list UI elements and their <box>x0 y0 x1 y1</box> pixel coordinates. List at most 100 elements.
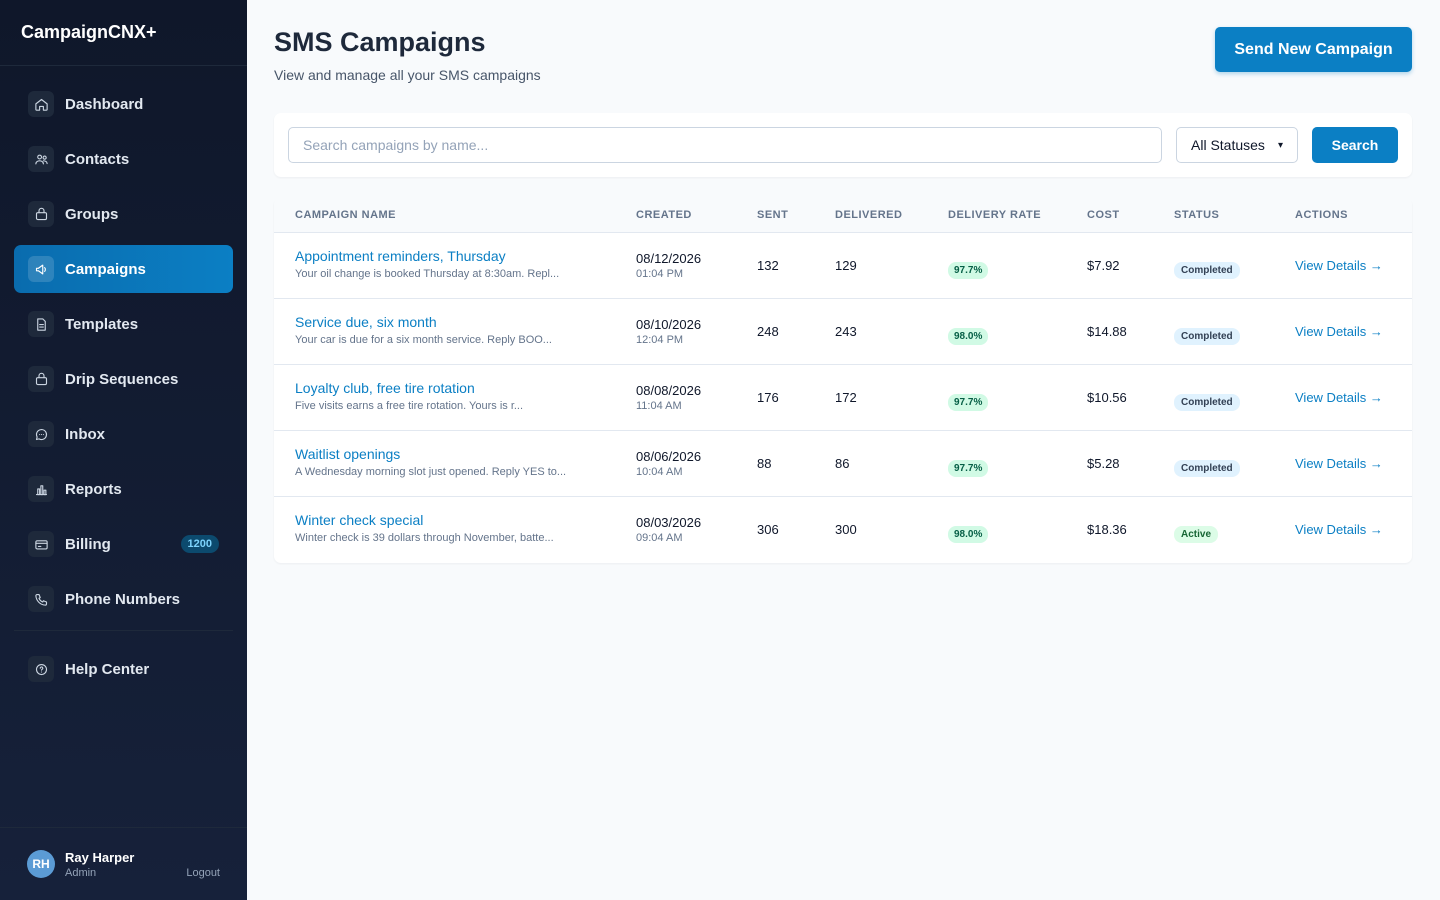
campaign-name-cell: Winter check special Winter check is 39 … <box>295 512 615 544</box>
sidebar-item-inbox[interactable]: Inbox <box>14 410 233 458</box>
status-badge: Completed <box>1174 328 1240 345</box>
main-content: SMS Campaigns View and manage all your S… <box>247 0 1440 900</box>
created-date: 08/06/2026 <box>636 449 702 464</box>
sidebar-item-campaigns[interactable]: Campaigns <box>14 245 233 293</box>
search-button[interactable]: Search <box>1312 127 1398 163</box>
column-header-campaign-name[interactable]: Campaign Name <box>295 209 397 221</box>
created-date: 08/12/2026 <box>636 251 702 266</box>
view-details-link[interactable]: View Details → <box>1295 258 1383 273</box>
brand-logo[interactable]: CampaignCNX+ <box>0 0 247 66</box>
user-name: Ray Harper <box>65 849 135 865</box>
page-subtitle: View and manage all your SMS campaigns <box>274 67 541 83</box>
campaign-name-link[interactable]: Waitlist openings <box>295 446 401 462</box>
view-details-link[interactable]: View Details → <box>1295 522 1383 537</box>
campaign-name-cell: Appointment reminders, Thursday Your oil… <box>295 248 615 280</box>
sidebar-item-label: Inbox <box>65 425 105 443</box>
column-header-actions: Actions <box>1295 209 1348 221</box>
status-badge: Completed <box>1174 262 1240 279</box>
home-icon <box>28 91 54 117</box>
view-details-link[interactable]: View Details → <box>1295 456 1383 471</box>
delivery-rate-badge: 97.7% <box>948 394 989 411</box>
column-header-cost[interactable]: Cost <box>1087 209 1120 221</box>
delivery-rate-badge: 98.0% <box>948 526 989 543</box>
created-time: 12:04 PM <box>636 334 684 346</box>
user-profile: RH Ray Harper Admin Logout <box>0 827 247 900</box>
sent-count: 88 <box>757 456 772 471</box>
column-header-sent[interactable]: Sent <box>757 209 789 221</box>
sidebar-item-label: Drip Sequences <box>65 370 179 388</box>
status-badge: Completed <box>1174 460 1240 477</box>
view-details-link[interactable]: View Details → <box>1295 324 1383 339</box>
delivery-rate-badge: 97.7% <box>948 262 989 279</box>
sidebar-item-contacts[interactable]: Contacts <box>14 135 233 183</box>
bar-chart-icon <box>28 476 54 502</box>
sidebar-item-label: Phone Numbers <box>65 590 181 608</box>
help-icon <box>28 656 54 682</box>
campaign-name-link[interactable]: Winter check special <box>295 512 424 528</box>
table-row: Waitlist openings A Wednesday morning sl… <box>274 431 1412 497</box>
delivery-rate-cell: 98.0% <box>948 326 989 345</box>
cost-value: $5.28 <box>1087 456 1120 471</box>
campaign-name-link[interactable]: Appointment reminders, Thursday <box>295 248 506 264</box>
sent-count: 248 <box>757 324 779 339</box>
sidebar-item-label: Dashboard <box>65 95 144 113</box>
sidebar: CampaignCNX+ Dashboard Contacts Groups C… <box>0 0 247 900</box>
delivery-rate-cell: 97.7% <box>948 392 989 411</box>
cost-value: $7.92 <box>1087 258 1120 273</box>
view-details-link[interactable]: View Details → <box>1295 390 1383 405</box>
sidebar-item-billing[interactable]: Billing 1200 <box>14 520 233 568</box>
sidebar-item-reports[interactable]: Reports <box>14 465 233 513</box>
sidebar-nav: Dashboard Contacts Groups Campaigns Temp… <box>0 66 247 693</box>
sent-count: 176 <box>757 390 779 405</box>
cost-value: $18.36 <box>1087 522 1127 537</box>
status-cell: Completed <box>1174 458 1240 477</box>
column-header-created[interactable]: Created <box>636 209 692 221</box>
column-header-delivery-rate[interactable]: Delivery Rate <box>948 209 1042 221</box>
table-row: Service due, six month Your car is due f… <box>274 299 1412 365</box>
sidebar-item-label: Help Center <box>65 660 150 678</box>
column-header-delivered[interactable]: Delivered <box>835 209 903 221</box>
sidebar-item-dashboard[interactable]: Dashboard <box>14 80 233 128</box>
sent-count: 306 <box>757 522 779 537</box>
sidebar-item-help-center[interactable]: Help Center <box>14 645 233 693</box>
status-filter-value: All Statuses <box>1191 137 1265 153</box>
nav-divider <box>14 630 233 631</box>
created-time: 11:04 AM <box>636 400 682 412</box>
document-icon <box>28 311 54 337</box>
sidebar-item-phone-numbers[interactable]: Phone Numbers <box>14 575 233 623</box>
delivered-count: 300 <box>835 522 857 537</box>
created-cell: 08/08/2026 11:04 AM <box>636 383 701 412</box>
status-badge: Completed <box>1174 394 1240 411</box>
delivered-count: 243 <box>835 324 857 339</box>
search-input[interactable] <box>288 127 1162 163</box>
user-role: Admin <box>65 866 97 879</box>
cost-value: $10.56 <box>1087 390 1127 405</box>
status-filter-select[interactable]: All Statuses ▾ <box>1176 127 1298 163</box>
campaign-name-link[interactable]: Loyalty club, free tire rotation <box>295 380 475 396</box>
created-time: 01:04 PM <box>636 268 684 280</box>
send-new-campaign-button[interactable]: Send New Campaign <box>1215 27 1412 72</box>
created-cell: 08/10/2026 12:04 PM <box>636 317 701 346</box>
status-cell: Completed <box>1174 392 1240 411</box>
sidebar-item-label: Campaigns <box>65 260 146 278</box>
column-header-status[interactable]: Status <box>1174 209 1220 221</box>
delivery-rate-cell: 97.7% <box>948 458 989 477</box>
message-preview: Your car is due for a six month service.… <box>295 334 552 346</box>
message-preview: Five visits earns a free tire rotation. … <box>295 400 524 412</box>
delivery-rate-cell: 98.0% <box>948 524 989 543</box>
sidebar-item-drip-sequences[interactable]: Drip Sequences <box>14 355 233 403</box>
sidebar-item-label: Contacts <box>65 150 130 168</box>
sidebar-item-groups[interactable]: Groups <box>14 190 233 238</box>
sidebar-item-label: Reports <box>65 480 122 498</box>
campaign-name-link[interactable]: Service due, six month <box>295 314 437 330</box>
avatar[interactable]: RH <box>27 850 55 878</box>
table-row: Appointment reminders, Thursday Your oil… <box>274 233 1412 299</box>
delivered-count: 129 <box>835 258 857 273</box>
created-date: 08/10/2026 <box>636 317 702 332</box>
status-cell: Completed <box>1174 260 1240 279</box>
sidebar-item-templates[interactable]: Templates <box>14 300 233 348</box>
logout-link[interactable]: Logout <box>186 867 220 879</box>
status-badge: Active <box>1174 526 1219 543</box>
delivery-rate-cell: 97.7% <box>948 260 989 279</box>
chevron-down-icon: ▾ <box>1277 139 1283 151</box>
